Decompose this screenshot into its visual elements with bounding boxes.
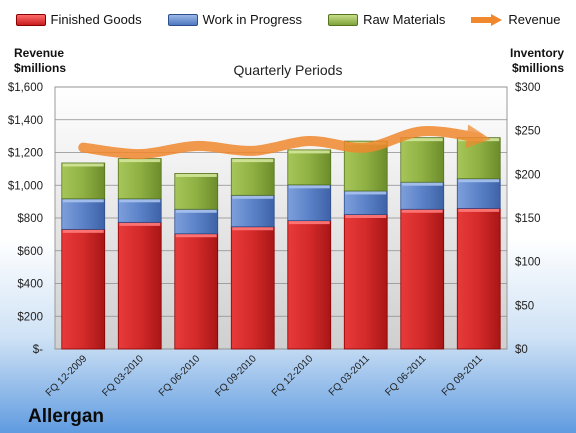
raw-materials-bar bbox=[230, 158, 275, 196]
wip-bar-top bbox=[345, 191, 387, 195]
raw-materials-bar bbox=[287, 149, 332, 186]
left-tick-label: $600 bbox=[17, 246, 43, 258]
revenue-arrow-icon bbox=[471, 13, 503, 26]
legend-item-raw-materials: Raw Materials bbox=[328, 12, 445, 27]
finished-goods-bar bbox=[61, 228, 106, 350]
wip-bar-top bbox=[288, 185, 330, 189]
legend-label-wip: Work in Progress bbox=[202, 12, 303, 27]
legend-label-finished-goods: Finished Goods bbox=[50, 12, 142, 27]
legend-label-revenue: Revenue bbox=[508, 12, 561, 27]
raw-materials-bar bbox=[400, 137, 445, 183]
right-tick-label: $50 bbox=[515, 300, 534, 312]
legend-item-revenue: Revenue bbox=[471, 12, 560, 27]
left-tick-label: $1,400 bbox=[8, 115, 43, 127]
category-label: FQ 03-2011 bbox=[327, 353, 372, 398]
raw-materials-bar-top bbox=[175, 173, 217, 177]
finished-goods-bar-top bbox=[288, 221, 330, 225]
finished-goods-bar-top bbox=[232, 227, 274, 231]
category-label: FQ 03-2010 bbox=[100, 353, 146, 399]
raw-materials-bar-top bbox=[62, 163, 104, 167]
legend-item-finished-goods: Finished Goods bbox=[15, 12, 142, 27]
right-tick-label: $0 bbox=[515, 344, 528, 356]
right-tick-label: $300 bbox=[515, 82, 541, 94]
left-tick-label: $- bbox=[33, 344, 43, 356]
category-label: FQ 12-2009 bbox=[44, 353, 90, 399]
wip-bar-top bbox=[458, 179, 500, 183]
wip-bar bbox=[400, 181, 445, 210]
left-tick-label: $1,600 bbox=[8, 82, 43, 94]
raw-materials-swatch bbox=[328, 13, 359, 26]
finished-goods-bar-top bbox=[62, 229, 104, 233]
raw-materials-bar bbox=[117, 158, 162, 200]
finished-goods-bar bbox=[287, 220, 332, 350]
raw-materials-bar-top bbox=[288, 150, 330, 154]
wip-bar bbox=[230, 194, 275, 228]
finished-goods-bar bbox=[230, 226, 275, 350]
right-tick-label: $150 bbox=[515, 213, 541, 225]
right-axis-title: Inventory $millions bbox=[510, 46, 564, 76]
left-tick-label: $400 bbox=[17, 279, 43, 291]
left-tick-label: $800 bbox=[17, 213, 43, 225]
finished-goods-bar bbox=[343, 214, 388, 350]
raw-materials-bar-top bbox=[232, 159, 274, 163]
left-tick-label: $1,000 bbox=[8, 180, 43, 192]
finished-goods-bar-top bbox=[175, 234, 217, 238]
wip-swatch bbox=[167, 13, 198, 26]
category-label: FQ 09-2010 bbox=[213, 353, 259, 399]
plot-title: Quarterly Periods bbox=[233, 62, 343, 78]
finished-goods-bar bbox=[174, 233, 219, 350]
wip-bar bbox=[117, 198, 162, 223]
revenue-line bbox=[78, 124, 491, 160]
finished-goods-bar-top bbox=[119, 222, 161, 226]
left-tick-label: $1,200 bbox=[8, 148, 43, 160]
company-name: Allergan bbox=[28, 406, 105, 427]
wip-bar bbox=[456, 178, 501, 209]
right-tick-label: $250 bbox=[515, 126, 541, 138]
left-tick-label: $200 bbox=[17, 311, 43, 323]
wip-bar-top bbox=[175, 209, 217, 213]
raw-materials-bar bbox=[456, 137, 501, 180]
wip-bar bbox=[174, 208, 219, 235]
finished-goods-bar-top bbox=[458, 208, 500, 212]
finished-goods-bar-top bbox=[345, 215, 387, 219]
raw-materials-bar bbox=[61, 162, 106, 200]
finished-goods-bar-top bbox=[401, 209, 443, 213]
right-axis-title-line2: $millions bbox=[511, 61, 564, 75]
category-label: FQ 12-2010 bbox=[270, 353, 316, 399]
left-axis-title: Revenue $millions bbox=[14, 46, 66, 76]
finished-goods-swatch bbox=[15, 13, 46, 26]
legend-label-raw-materials: Raw Materials bbox=[363, 12, 446, 27]
finished-goods-bar bbox=[117, 221, 162, 350]
wip-bar bbox=[287, 184, 332, 222]
wip-bar-top bbox=[62, 199, 104, 203]
wip-bar-top bbox=[401, 182, 443, 186]
legend: Finished Goods Work in Progress Raw Mate… bbox=[0, 12, 576, 27]
finished-goods-bar bbox=[400, 208, 445, 350]
category-label: FQ 09-2011 bbox=[440, 353, 485, 398]
legend-item-wip: Work in Progress bbox=[167, 12, 303, 27]
category-label: FQ 06-2011 bbox=[383, 353, 428, 398]
wip-bar-top bbox=[119, 199, 161, 203]
right-axis-title-line1: Inventory bbox=[509, 46, 564, 60]
wip-bar-top bbox=[232, 195, 274, 199]
wip-bar bbox=[61, 198, 106, 230]
left-axis-title-line1: Revenue bbox=[14, 46, 65, 60]
raw-materials-bar-top bbox=[401, 138, 443, 142]
raw-materials-bar-top bbox=[119, 159, 161, 163]
right-tick-label: $200 bbox=[515, 169, 541, 181]
right-tick-label: $100 bbox=[515, 257, 541, 269]
finished-goods-bar bbox=[456, 207, 501, 350]
category-label: FQ 06-2010 bbox=[157, 353, 203, 399]
wip-bar bbox=[343, 190, 388, 215]
left-axis-title-line2: $millions bbox=[14, 61, 67, 75]
raw-materials-bar bbox=[174, 173, 219, 210]
